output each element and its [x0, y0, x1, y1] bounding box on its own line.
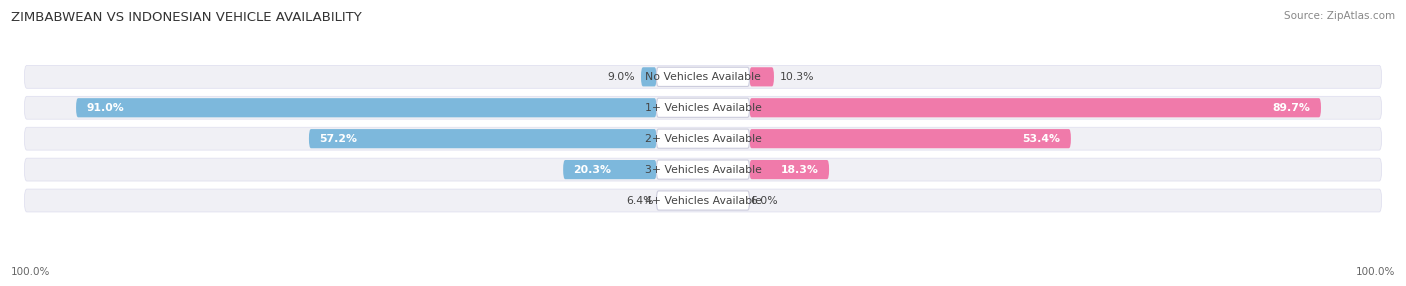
FancyBboxPatch shape: [657, 191, 749, 210]
Text: 3+ Vehicles Available: 3+ Vehicles Available: [644, 164, 762, 174]
FancyBboxPatch shape: [657, 129, 749, 148]
Text: 53.4%: 53.4%: [1022, 134, 1060, 144]
Text: 9.0%: 9.0%: [607, 72, 636, 82]
Text: ZIMBABWEAN VS INDONESIAN VEHICLE AVAILABILITY: ZIMBABWEAN VS INDONESIAN VEHICLE AVAILAB…: [11, 11, 361, 24]
FancyBboxPatch shape: [657, 98, 749, 117]
FancyBboxPatch shape: [749, 129, 1071, 148]
FancyBboxPatch shape: [24, 158, 1382, 181]
Text: 20.3%: 20.3%: [574, 164, 612, 174]
Text: 18.3%: 18.3%: [780, 164, 818, 174]
Text: Source: ZipAtlas.com: Source: ZipAtlas.com: [1284, 11, 1395, 21]
Text: 4+ Vehicles Available: 4+ Vehicles Available: [644, 196, 762, 206]
FancyBboxPatch shape: [24, 127, 1382, 150]
Text: 1+ Vehicles Available: 1+ Vehicles Available: [644, 103, 762, 113]
Text: 100.0%: 100.0%: [11, 267, 51, 277]
Text: 2+ Vehicles Available: 2+ Vehicles Available: [644, 134, 762, 144]
FancyBboxPatch shape: [24, 189, 1382, 212]
FancyBboxPatch shape: [24, 96, 1382, 119]
FancyBboxPatch shape: [24, 65, 1382, 88]
FancyBboxPatch shape: [309, 129, 657, 148]
Text: No Vehicles Available: No Vehicles Available: [645, 72, 761, 82]
Text: 100.0%: 100.0%: [1355, 267, 1395, 277]
Text: 10.3%: 10.3%: [779, 72, 814, 82]
Text: 6.4%: 6.4%: [626, 196, 654, 206]
FancyBboxPatch shape: [657, 67, 749, 86]
FancyBboxPatch shape: [749, 160, 830, 179]
FancyBboxPatch shape: [641, 67, 657, 86]
Text: 6.0%: 6.0%: [749, 196, 778, 206]
Text: 91.0%: 91.0%: [86, 103, 124, 113]
FancyBboxPatch shape: [749, 67, 773, 86]
FancyBboxPatch shape: [564, 160, 657, 179]
FancyBboxPatch shape: [76, 98, 657, 117]
Text: 89.7%: 89.7%: [1272, 103, 1310, 113]
Text: 57.2%: 57.2%: [319, 134, 357, 144]
FancyBboxPatch shape: [749, 98, 1322, 117]
FancyBboxPatch shape: [657, 160, 749, 179]
